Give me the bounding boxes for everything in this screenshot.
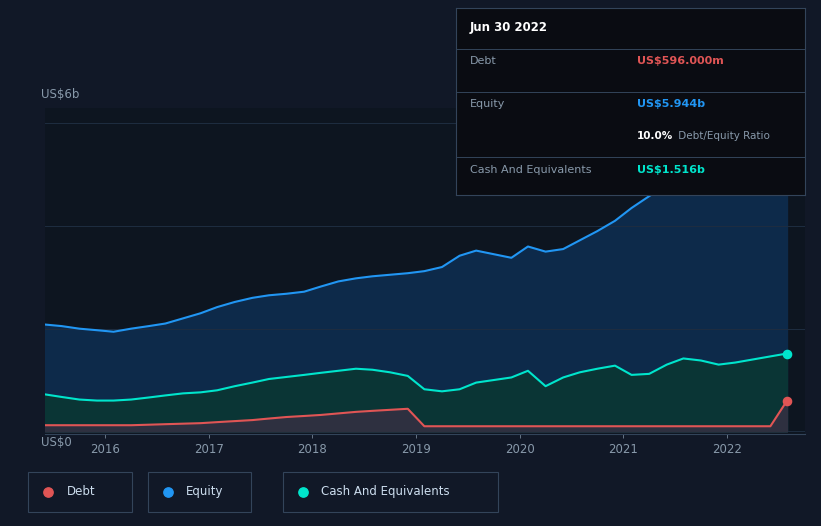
Text: Equity: Equity bbox=[470, 99, 505, 109]
Text: US$5.944b: US$5.944b bbox=[637, 99, 705, 109]
Text: 10.0%: 10.0% bbox=[637, 131, 673, 141]
Text: Cash And Equivalents: Cash And Equivalents bbox=[470, 165, 591, 175]
Text: Debt/Equity Ratio: Debt/Equity Ratio bbox=[676, 131, 770, 141]
Text: Equity: Equity bbox=[186, 485, 223, 498]
Text: Debt: Debt bbox=[470, 56, 497, 66]
Text: US$1.516b: US$1.516b bbox=[637, 165, 705, 175]
Point bbox=[161, 488, 174, 496]
Point bbox=[296, 488, 310, 496]
Text: Cash And Equivalents: Cash And Equivalents bbox=[321, 485, 450, 498]
Text: US$0: US$0 bbox=[41, 436, 72, 449]
Point bbox=[781, 397, 794, 405]
Text: US$6b: US$6b bbox=[41, 88, 80, 102]
Point bbox=[42, 488, 55, 496]
Point bbox=[781, 122, 794, 130]
Text: Jun 30 2022: Jun 30 2022 bbox=[470, 21, 548, 34]
Text: Debt: Debt bbox=[67, 485, 95, 498]
Text: US$596.000m: US$596.000m bbox=[637, 56, 724, 66]
Point bbox=[781, 349, 794, 358]
